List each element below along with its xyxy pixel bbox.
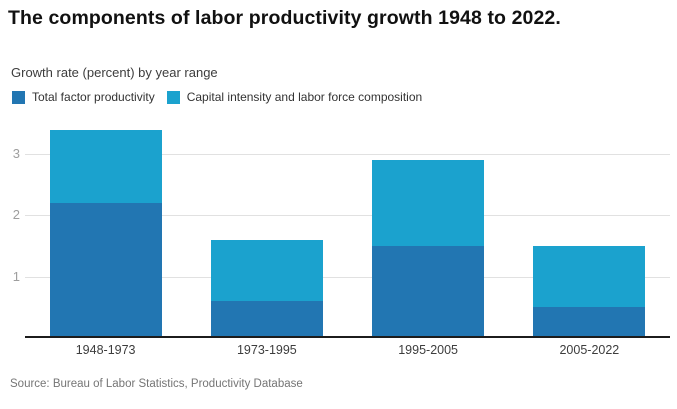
bar-segment-capital-intensity-and-labor-force-composition	[533, 246, 646, 308]
bar-segment-capital-intensity-and-labor-force-composition	[372, 160, 485, 247]
gridline-2	[25, 215, 670, 217]
bar-segment-total-factor-productivity	[372, 246, 485, 338]
chart-subtitle: Growth rate (percent) by year range	[11, 65, 218, 80]
y-tick-label-1: 1	[12, 268, 20, 284]
legend: Total factor productivity Capital intensi…	[12, 91, 677, 104]
bar-segment-capital-intensity-and-labor-force-composition	[49, 129, 162, 204]
chart-card: The components of labor productivity gro…	[0, 7, 677, 409]
x-tick-label-1973-1995: 1973-1995	[236, 343, 297, 357]
y-tick-label-2: 2	[12, 207, 20, 223]
legend-swatch-icon	[166, 91, 180, 104]
bar-segment-total-factor-productivity	[533, 307, 646, 338]
x-tick-label-2005-2022: 2005-2022	[559, 343, 620, 357]
legend-label: Capital intensity and labor force compos…	[186, 90, 423, 104]
plot-area: 1 2 3	[0, 118, 677, 338]
gridline-3	[25, 154, 670, 156]
bar-1995-2005	[372, 160, 485, 338]
legend-item-capital-intensity-and-labor-force-composition: Capital intensity and labor force compos…	[166, 90, 423, 104]
x-tick-label-1948-1973: 1948-1973	[75, 343, 136, 357]
bar-segment-total-factor-productivity	[210, 301, 323, 338]
bar-1973-1995	[210, 239, 323, 338]
bar-2005-2022	[533, 246, 646, 338]
x-axis-labels: 1948-1973 1973-1995 1995-2005 2005-2022	[0, 338, 677, 360]
x-tick-label-1995-2005: 1995-2005	[398, 343, 459, 357]
chart-title: The components of labor productivity gro…	[8, 7, 561, 29]
y-tick-label-3: 3	[12, 146, 20, 162]
bar-1948-1973	[49, 129, 162, 338]
legend-swatch-icon	[12, 91, 25, 104]
legend-label: Total factor productivity	[32, 90, 155, 104]
gridline-1	[25, 276, 670, 278]
bar-segment-total-factor-productivity	[49, 203, 162, 338]
bar-segment-capital-intensity-and-labor-force-composition	[210, 239, 323, 302]
legend-item-total-factor-productivity: Total factor productivity	[12, 91, 155, 104]
x-axis-line	[25, 336, 670, 338]
source-note: Source: Bureau of Labor Statistics, Prod…	[10, 378, 303, 390]
